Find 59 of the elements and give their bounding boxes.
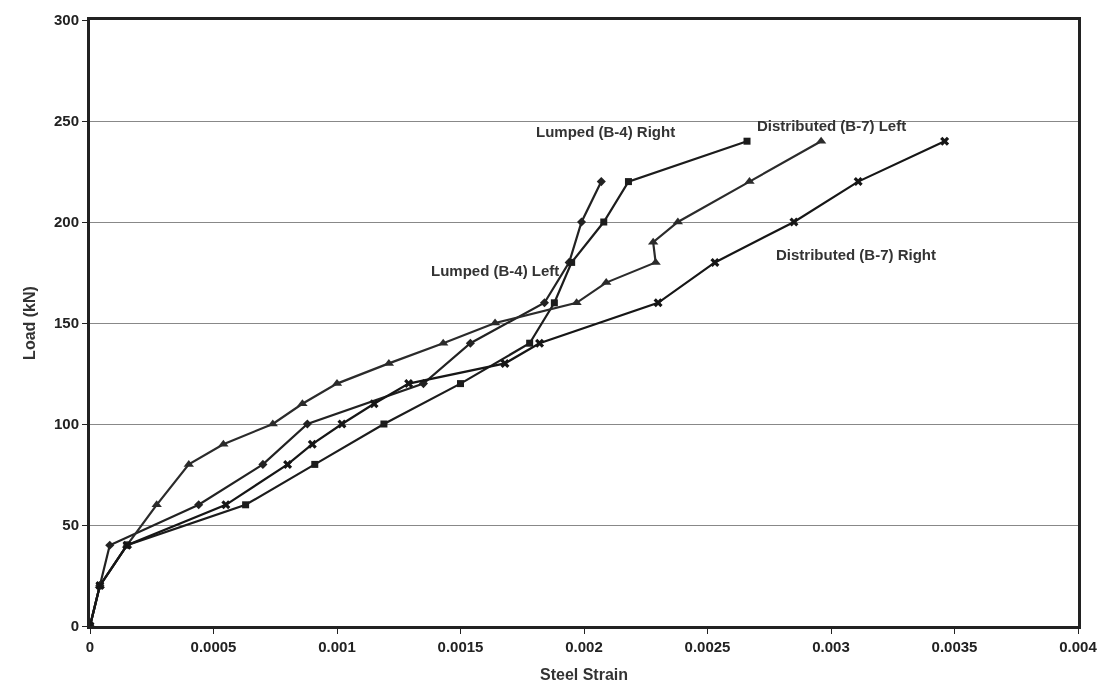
- point: [267, 419, 278, 427]
- series-label: Distributed (B-7) Left: [757, 117, 907, 134]
- x-tick-label: 0.0005: [190, 638, 237, 655]
- y-tick-label: 0: [70, 617, 79, 635]
- point: [940, 136, 950, 146]
- point: [242, 501, 250, 509]
- x-tick-label: 0.0015: [437, 638, 484, 655]
- point: [624, 178, 632, 186]
- point: [743, 137, 751, 145]
- point: [465, 338, 475, 348]
- x-tick-label: 0.003: [812, 638, 850, 655]
- point: [535, 338, 545, 348]
- point: [283, 459, 293, 469]
- point: [789, 217, 799, 227]
- y-tick-label: 50: [62, 516, 79, 534]
- x-tick-label: 0: [85, 638, 95, 655]
- series-label: Lumped (B-4) Left: [431, 262, 560, 279]
- point: [311, 460, 319, 468]
- point: [500, 358, 510, 368]
- point: [653, 298, 663, 308]
- point: [596, 177, 606, 187]
- point: [600, 218, 608, 226]
- point: [526, 339, 534, 347]
- y-axis-title: Load (kN): [20, 286, 38, 360]
- point: [550, 299, 558, 307]
- point: [307, 439, 317, 449]
- point: [194, 500, 204, 510]
- point: [710, 257, 720, 267]
- point: [576, 217, 587, 227]
- point: [571, 298, 582, 306]
- y-tick-label: 200: [53, 213, 79, 231]
- point: [650, 257, 661, 265]
- x-tick-label: 0.004: [1059, 638, 1098, 655]
- point: [183, 459, 194, 467]
- point: [302, 419, 312, 429]
- x-tick-label: 0.0035: [931, 638, 978, 655]
- point: [151, 500, 162, 508]
- y-tick-label: 250: [53, 112, 79, 130]
- point: [539, 298, 550, 308]
- x-tick-label: 0.001: [318, 638, 356, 655]
- y-tick-label: 300: [53, 11, 79, 29]
- point: [337, 419, 347, 429]
- series-label: Distributed (B-7) Right: [776, 246, 936, 263]
- x-axis-title: Steel Strain: [539, 665, 629, 683]
- point: [457, 380, 464, 388]
- y-tick-label: 150: [53, 314, 79, 332]
- point: [568, 258, 576, 266]
- point: [258, 459, 268, 469]
- point: [369, 399, 379, 409]
- x-tick-label: 0.002: [565, 638, 603, 655]
- point: [853, 177, 863, 187]
- x-tick-label: 0.0025: [684, 638, 731, 655]
- point: [297, 399, 308, 407]
- series-label: Lumped (B-4) Right: [536, 123, 676, 140]
- y-tick-label: 100: [53, 415, 79, 433]
- point: [404, 379, 414, 389]
- point: [221, 500, 231, 510]
- point: [380, 420, 388, 428]
- point: [105, 540, 115, 550]
